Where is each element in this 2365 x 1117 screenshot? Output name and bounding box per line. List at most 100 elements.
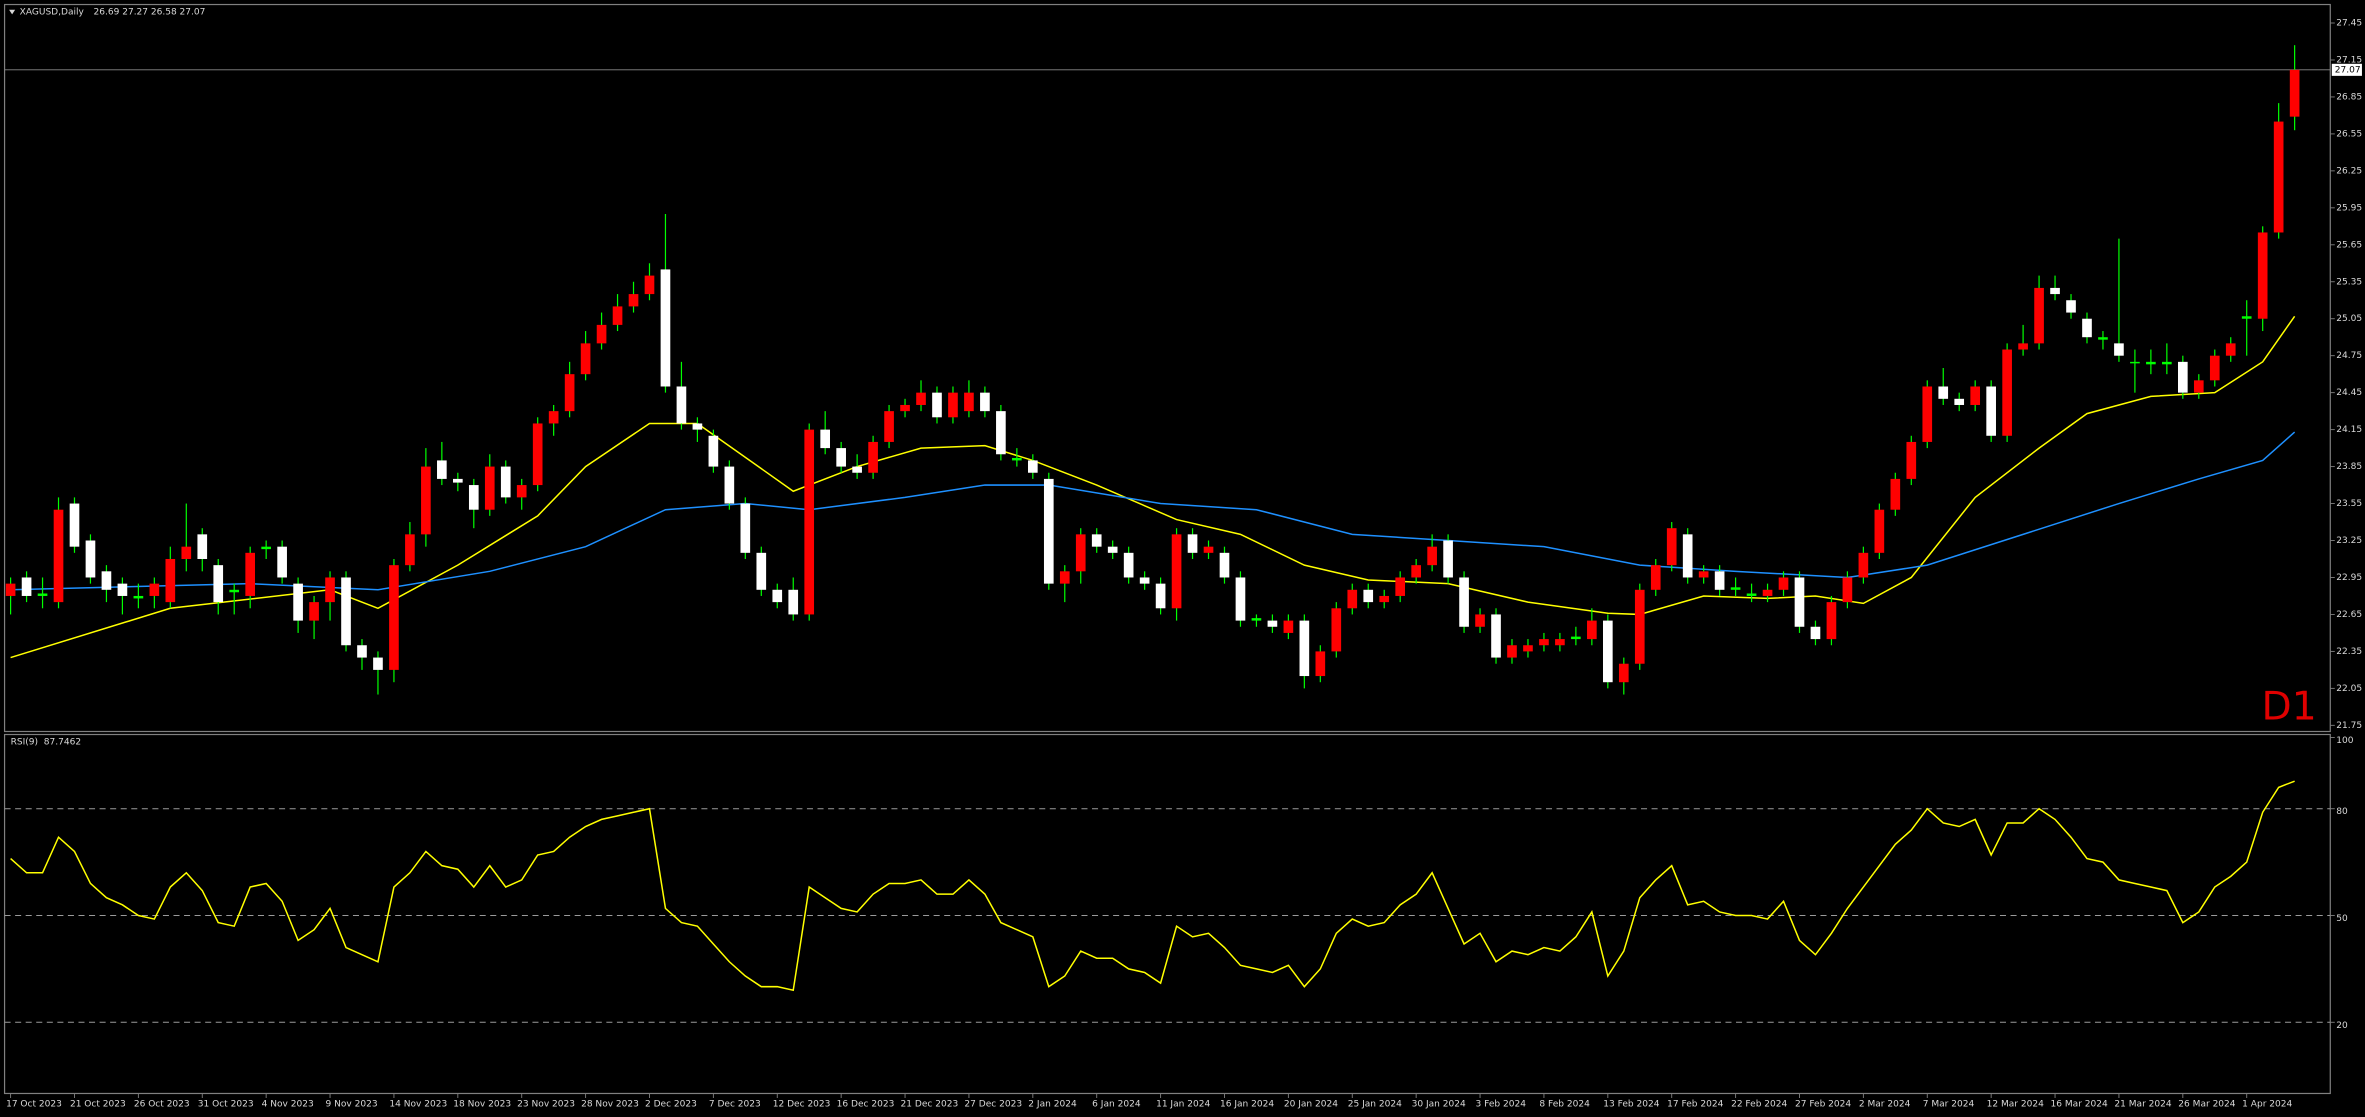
candle-body xyxy=(1539,639,1549,646)
candle-body xyxy=(2193,380,2204,393)
x-tick-label: 17 Feb 2024 xyxy=(1667,1100,1723,1110)
candle-body xyxy=(1650,565,1661,590)
candle-body xyxy=(1810,626,1821,640)
candle-body xyxy=(516,485,527,498)
candle-body xyxy=(2146,361,2156,365)
x-tick-label: 25 Jan 2024 xyxy=(1348,1100,1402,1110)
candle-body xyxy=(2050,287,2060,295)
candle-body xyxy=(1203,546,1214,553)
candle-body xyxy=(564,374,575,412)
candle-body xyxy=(213,565,224,603)
x-tick-label: 22 Feb 2024 xyxy=(1731,1100,1787,1110)
candle-body xyxy=(293,583,303,621)
x-tick-label: 8 Feb 2024 xyxy=(1539,1100,1590,1110)
y-tick-label: 24.15 xyxy=(2336,425,2362,435)
candle-body xyxy=(2034,287,2044,344)
header-ohlc: 27.27 xyxy=(122,8,148,18)
header-ohlc: 26.58 xyxy=(151,8,177,18)
candle-body xyxy=(85,540,96,578)
rsi-y-tick-label: 80 xyxy=(2336,807,2348,817)
candle-body xyxy=(2241,316,2252,319)
x-tick-label: 13 Feb 2024 xyxy=(1603,1100,1659,1110)
candle-body xyxy=(1634,589,1645,664)
y-tick-label: 26.25 xyxy=(2336,166,2362,176)
candle-body xyxy=(1746,593,1757,596)
candle-body xyxy=(2257,232,2268,319)
candle-body xyxy=(1395,577,1406,596)
candle-body xyxy=(261,546,271,550)
candle-body xyxy=(1347,589,1358,609)
candle-body xyxy=(1155,583,1166,609)
candle-body xyxy=(2098,337,2108,340)
candle-body xyxy=(980,392,990,412)
candle-body xyxy=(900,404,910,412)
candle-body xyxy=(820,429,831,449)
candle-body xyxy=(1906,441,1917,479)
x-tick-label: 14 Nov 2023 xyxy=(389,1100,447,1110)
candle-body xyxy=(1682,534,1693,578)
candle-body xyxy=(2289,69,2300,117)
candle-body xyxy=(1235,577,1246,621)
x-tick-label: 2 Dec 2023 xyxy=(645,1100,697,1110)
x-tick-label: 28 Nov 2023 xyxy=(581,1100,639,1110)
x-tick-label: 7 Dec 2023 xyxy=(709,1100,761,1110)
candle-body xyxy=(676,386,687,424)
candle-body xyxy=(1107,546,1118,553)
x-tick-label: 31 Oct 2023 xyxy=(198,1100,254,1110)
candle-body xyxy=(5,583,16,596)
candle-body xyxy=(389,565,399,670)
candle-body xyxy=(1571,636,1581,640)
candle-body xyxy=(1299,620,1310,677)
candle-body xyxy=(1491,614,1501,658)
candle-body xyxy=(868,441,878,473)
candle-body xyxy=(1427,546,1437,566)
candle-body xyxy=(1283,620,1294,633)
candle-body xyxy=(1986,386,1996,436)
candle-body xyxy=(852,466,862,473)
candle-body xyxy=(804,429,815,615)
candle-body xyxy=(2225,343,2236,356)
candle-body xyxy=(1411,565,1421,578)
rsi-y-tick-label: 20 xyxy=(2336,1021,2348,1031)
x-tick-label: 21 Dec 2023 xyxy=(901,1100,959,1110)
candle-body xyxy=(277,546,287,578)
candle-body xyxy=(1587,620,1597,640)
price-label: 27.07 xyxy=(2335,65,2361,75)
y-tick-label: 22.35 xyxy=(2336,647,2362,657)
x-tick-label: 21 Oct 2023 xyxy=(70,1100,126,1110)
candle-body xyxy=(1059,571,1070,584)
x-tick-label: 26 Oct 2023 xyxy=(134,1100,190,1110)
candle-body xyxy=(916,392,926,405)
x-tick-label: 12 Mar 2024 xyxy=(1987,1100,2045,1110)
candle-body xyxy=(996,411,1006,455)
x-tick-label: 16 Mar 2024 xyxy=(2051,1100,2109,1110)
y-tick-label: 27.15 xyxy=(2336,55,2362,65)
candle-body xyxy=(932,392,942,418)
menu-icon[interactable] xyxy=(9,9,16,15)
x-tick-label: 16 Dec 2023 xyxy=(837,1100,895,1110)
candle-body xyxy=(1507,645,1517,658)
y-tick-label: 23.25 xyxy=(2336,536,2362,546)
x-tick-label: 7 Mar 2024 xyxy=(1923,1100,1975,1110)
candle-body xyxy=(2082,318,2092,338)
candle-body xyxy=(1922,386,1933,442)
candle-body xyxy=(2273,121,2284,233)
candle-body xyxy=(500,466,511,498)
candle-body xyxy=(37,593,48,596)
x-tick-label: 1 Apr 2024 xyxy=(2242,1100,2292,1110)
candle-body xyxy=(1794,577,1805,627)
candle-body xyxy=(708,435,719,467)
candle-body xyxy=(341,577,351,646)
x-tick-label: 17 Oct 2023 xyxy=(6,1100,62,1110)
x-tick-label: 4 Nov 2023 xyxy=(262,1100,314,1110)
candle-body xyxy=(660,269,671,387)
candle-body xyxy=(2177,361,2188,393)
candle-body xyxy=(884,411,894,442)
candle-body xyxy=(1938,386,1949,399)
candle-body xyxy=(1874,509,1885,553)
candle-body xyxy=(197,534,208,559)
candle-body xyxy=(133,595,144,599)
x-tick-label: 18 Nov 2023 xyxy=(453,1100,511,1110)
